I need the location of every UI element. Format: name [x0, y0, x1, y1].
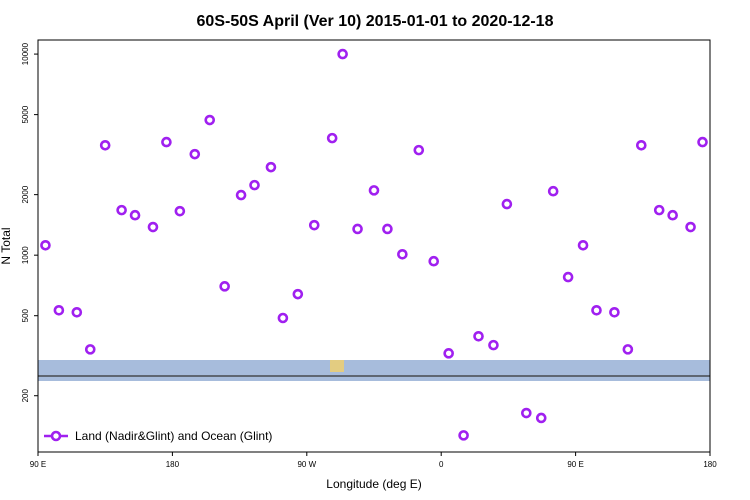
- point: [653, 204, 665, 216]
- point: [609, 306, 620, 318]
- point: [219, 281, 230, 292]
- point: [685, 221, 696, 233]
- point: [71, 306, 83, 318]
- point: [189, 148, 201, 160]
- point: [428, 255, 440, 267]
- point: [473, 330, 484, 342]
- point: [204, 114, 216, 126]
- point: [562, 271, 574, 283]
- point: [577, 239, 589, 251]
- point: [636, 139, 647, 151]
- point: [413, 144, 425, 156]
- point: [277, 312, 289, 324]
- y-axis-label: N Total: [0, 227, 13, 264]
- point: [352, 223, 363, 235]
- x-tick-label: 180: [703, 460, 717, 469]
- point: [667, 209, 678, 221]
- legend-marker: [50, 430, 62, 442]
- point: [368, 185, 380, 196]
- point: [235, 189, 247, 201]
- point: [488, 339, 499, 351]
- point: [53, 304, 65, 316]
- point: [697, 136, 708, 148]
- x-axis-label: Longitude (deg E): [326, 477, 421, 491]
- point: [326, 132, 338, 144]
- x-tick-label: 0: [439, 460, 444, 469]
- legend-label: Land (Nadir&Glint) and Ocean (Glint): [75, 429, 272, 443]
- land-strip: [38, 360, 710, 381]
- point: [382, 223, 393, 235]
- point: [265, 161, 277, 173]
- x-tick-label: 180: [166, 460, 180, 469]
- x-tick-label: 90 E: [567, 460, 583, 469]
- y-tick-label: 200: [21, 389, 30, 403]
- y-tick-label: 1000: [21, 246, 30, 264]
- point: [521, 407, 532, 419]
- x-tick-label: 90 E: [30, 460, 46, 469]
- point: [501, 198, 513, 210]
- y-tick-label: 500: [21, 308, 30, 322]
- point: [443, 348, 454, 359]
- land-patch: [330, 360, 344, 372]
- point: [84, 344, 96, 355]
- point: [622, 344, 634, 355]
- point: [116, 204, 127, 216]
- plot-frame: [37, 39, 711, 453]
- point: [292, 288, 304, 300]
- point: [535, 412, 547, 424]
- y-tick-label: 5000: [21, 105, 30, 123]
- point: [397, 249, 408, 260]
- point: [547, 185, 559, 197]
- point: [458, 430, 469, 441]
- point: [129, 209, 141, 221]
- point: [147, 221, 159, 233]
- chart-title: 60S-50S April (Ver 10) 2015-01-01 to 202…: [197, 13, 554, 30]
- point: [99, 139, 111, 151]
- x-tick-label: 90 W: [297, 460, 316, 469]
- point: [40, 239, 51, 251]
- point: [161, 136, 172, 148]
- point: [249, 179, 260, 191]
- point: [308, 219, 320, 231]
- point: [337, 48, 348, 60]
- point: [591, 304, 602, 316]
- y-tick-label: 2000: [21, 185, 30, 203]
- y-tick-label: 10000: [21, 42, 30, 65]
- point: [174, 205, 186, 217]
